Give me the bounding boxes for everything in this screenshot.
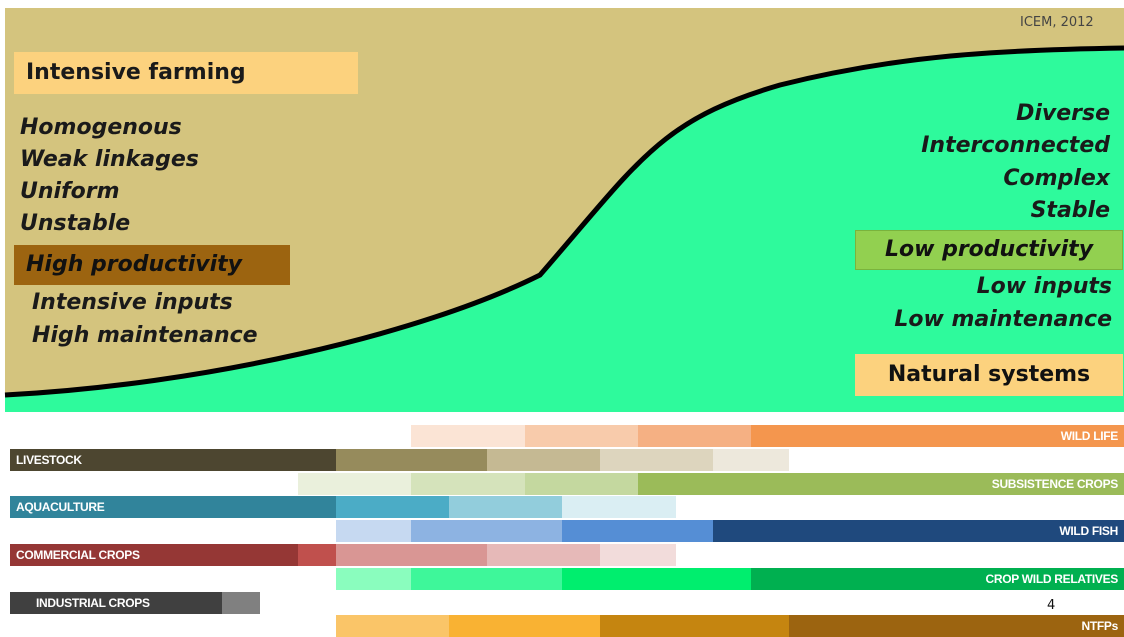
trait-stable: Stable [1030, 198, 1110, 223]
bar-segment [638, 425, 751, 447]
bar-segment [638, 473, 1124, 495]
bar-segment [336, 615, 449, 637]
bar-segment [336, 496, 449, 518]
natural-systems-title-text: Natural systems [887, 362, 1091, 387]
page-number: 4 [1047, 598, 1056, 613]
bar-segment [562, 568, 751, 590]
bar-segment [336, 520, 411, 542]
bar-segment [600, 544, 676, 566]
bar-segment [336, 568, 411, 590]
bar-aquaculture: AQUACULTURE [0, 496, 1124, 518]
bar-label: WILD FISH [1059, 524, 1118, 538]
bar-segment [10, 544, 298, 566]
bar-segment [525, 473, 638, 495]
bar-segment [10, 592, 222, 614]
bar-label: SUBSISTENCE CROPS [991, 477, 1119, 491]
bar-segment [600, 615, 789, 637]
bar-commercial-crops: COMMERCIAL CROPS [0, 544, 1124, 566]
bar-label: INDUSTRIAL CROPS [36, 596, 150, 610]
bar-segment [336, 544, 487, 566]
bar-segment [10, 449, 336, 471]
bar-segment [449, 496, 562, 518]
bar-segment [222, 592, 260, 614]
bar-segment [336, 449, 487, 471]
bar-crop-wild-relatives: CROP WILD RELATIVES [0, 568, 1124, 590]
bar-label: AQUACULTURE [16, 500, 105, 514]
trait-diverse: Diverse [1016, 101, 1110, 126]
bar-subsistence-crops: SUBSISTENCE CROPS [0, 473, 1124, 495]
trait-low-inputs: Low inputs [976, 274, 1112, 299]
bar-segment [713, 520, 1124, 542]
bar-livestock: LIVESTOCK [0, 449, 1124, 471]
low-productivity-box: Low productivity [855, 230, 1123, 270]
s-curve-line [4, 45, 1124, 398]
trait-low-maintenance: Low maintenance [894, 307, 1112, 332]
bar-ntfps: NTFPs [0, 615, 1124, 637]
trait-complex: Complex [1003, 166, 1110, 191]
trait-high-maintenance: High maintenance [32, 323, 258, 348]
bar-wild-life: WILD LIFE [0, 425, 1124, 447]
bar-segment [600, 449, 713, 471]
bar-segment [751, 568, 1124, 590]
bar-segment [411, 568, 562, 590]
bar-segment [449, 615, 600, 637]
bar-segment [411, 520, 562, 542]
bar-segment [411, 473, 525, 495]
trait-intensive-inputs: Intensive inputs [32, 290, 233, 315]
bar-segment [751, 425, 1124, 447]
bar-label: CROP WILD RELATIVES [985, 572, 1118, 586]
bar-segment [487, 449, 600, 471]
bar-segment [10, 496, 336, 518]
credit-text: ICEM, 2012 [1020, 15, 1094, 30]
natural-systems-title: Natural systems [855, 354, 1123, 396]
trait-homogenous: Homogenous [20, 115, 182, 140]
high-productivity-text: High productivity [26, 252, 242, 277]
bar-industrial-crops: INDUSTRIAL CROPS [0, 592, 1124, 614]
low-productivity-text: Low productivity [884, 237, 1094, 262]
trait-uniform: Uniform [20, 179, 120, 204]
bar-segment [298, 473, 411, 495]
bar-label: NTFPs [1081, 619, 1118, 633]
intensive-farming-title: Intensive farming [14, 52, 358, 94]
bar-segment [562, 496, 676, 518]
natural-systems-region [5, 48, 1124, 412]
trait-unstable: Unstable [20, 211, 131, 236]
trait-weak-linkages: Weak linkages [20, 147, 199, 172]
bar-segment [562, 520, 713, 542]
bar-segment [298, 544, 336, 566]
bar-segment [487, 544, 600, 566]
bar-segment [789, 615, 1124, 637]
trait-interconnected: Interconnected [921, 133, 1110, 158]
bar-segment [525, 425, 638, 447]
bar-segment [713, 449, 789, 471]
bar-label: LIVESTOCK [16, 453, 82, 467]
intensive-farming-title-text: Intensive farming [26, 60, 246, 85]
bar-label: WILD LIFE [1060, 429, 1119, 443]
bar-wild-fish: WILD FISH [0, 520, 1124, 542]
bar-label: COMMERCIAL CROPS [16, 548, 140, 562]
high-productivity-box: High productivity [14, 245, 290, 285]
bar-segment [411, 425, 525, 447]
